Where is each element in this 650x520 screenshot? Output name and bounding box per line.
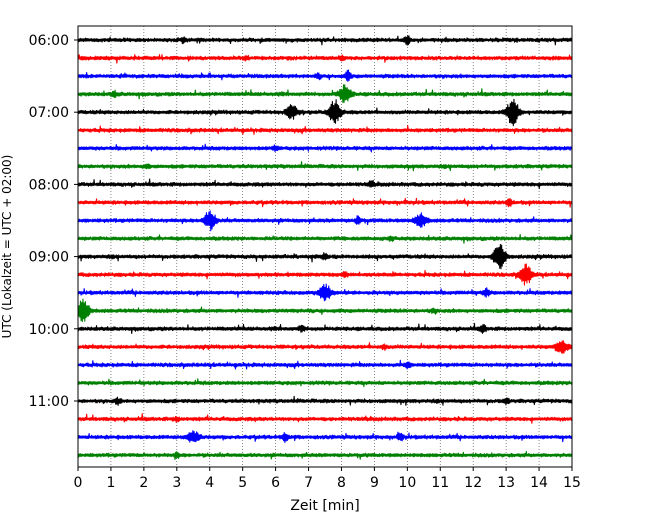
trace-line <box>77 340 573 354</box>
trace-line <box>77 395 573 406</box>
x-axis-label: Zeit [min] <box>290 498 359 514</box>
trace-line <box>77 143 573 153</box>
traces <box>77 35 573 460</box>
x-tick-label: 11 <box>431 475 449 491</box>
trace-line <box>77 69 573 82</box>
x-tick-label: 9 <box>370 475 379 491</box>
trace-line <box>77 322 573 335</box>
y-tick-label: 08:00 <box>29 177 69 193</box>
trace-line <box>77 378 573 388</box>
plot-area <box>78 26 572 467</box>
y-axis-label: UTC (Lokalzeit = UTC + 02:00) <box>0 155 14 339</box>
trace-line <box>77 263 573 286</box>
x-tick-label: 6 <box>271 475 280 491</box>
x-tick-label: 8 <box>337 475 346 491</box>
trace-line <box>77 54 573 64</box>
x-axis: 0 1 2 3 4 5 6 7 8 9 10 11 12 13 14 15 <box>74 467 581 491</box>
y-tick-label: 07:00 <box>29 105 69 121</box>
trace-line <box>77 178 573 190</box>
x-tick-label: 2 <box>139 475 148 491</box>
y-tick-label: 09:00 <box>29 250 69 266</box>
plot-frame <box>77 25 573 468</box>
x-tick-label: 4 <box>205 475 214 491</box>
trace-line <box>77 125 573 135</box>
trace-line <box>77 233 573 244</box>
trace-line <box>77 197 573 208</box>
trace-line <box>77 450 573 460</box>
y-axis: 06:00 07:00 08:00 09:00 10:00 11:00 <box>29 33 78 410</box>
x-tick-label: 5 <box>238 475 247 491</box>
x-tick-label: 1 <box>106 475 115 491</box>
trace-line <box>77 98 573 127</box>
x-tick-label: 0 <box>74 475 83 491</box>
trace-line <box>77 35 573 46</box>
y-tick-label: 10:00 <box>29 322 69 338</box>
trace-line <box>77 413 573 424</box>
trace-line <box>77 161 573 172</box>
trace-line <box>77 210 573 232</box>
trace-line <box>77 243 573 270</box>
x-tick-label: 13 <box>497 475 515 491</box>
trace-line <box>77 84 573 104</box>
trace-line <box>77 283 573 302</box>
x-tick-label: 3 <box>172 475 181 491</box>
trace-line <box>77 359 573 370</box>
x-tick-label: 15 <box>563 475 581 491</box>
trace-line <box>77 298 573 323</box>
x-tick-label: 7 <box>304 475 313 491</box>
trace-line <box>77 430 573 443</box>
x-tick-label: 12 <box>464 475 482 491</box>
y-tick-label: 06:00 <box>29 33 69 49</box>
x-tick-label: 10 <box>398 475 416 491</box>
y-tick-label: 11:00 <box>29 394 69 410</box>
x-tick-label: 14 <box>530 475 548 491</box>
